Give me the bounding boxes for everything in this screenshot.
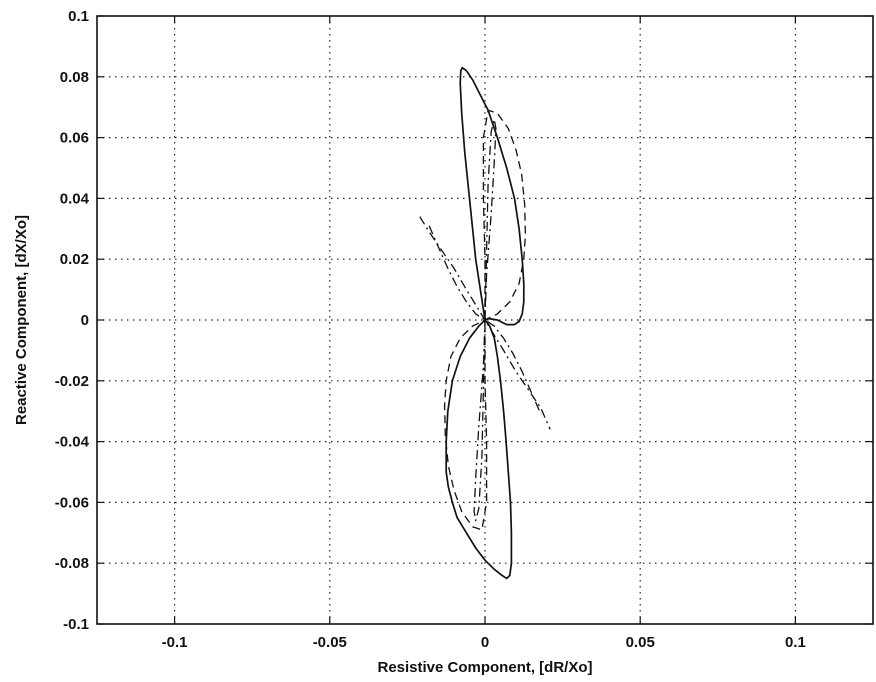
- x-axis-label: Resistive Component, [dR/Xo]: [377, 659, 592, 676]
- series-dash-dot-curve-4: [428, 225, 542, 415]
- x-tick-labels: -0.1 -0.05 0 0.05 0.1: [162, 634, 806, 651]
- y-tick-labels: -0.1 -0.08 -0.06 -0.04 -0.02 0 0.02 0.04 0.06 0.0…: [55, 8, 90, 633]
- x-tick-label: 0.05: [626, 634, 655, 651]
- series-group: [419, 66, 551, 580]
- y-tick-label: 0.08: [60, 69, 89, 86]
- y-tick-label: 0.02: [60, 251, 89, 268]
- y-axis-label: Reactive Component, [dX/Xo]: [13, 215, 30, 425]
- x-tick-label: -0.1: [162, 634, 188, 651]
- y-tick-label: -0.02: [55, 373, 89, 390]
- series-solid-curve-1: [445, 66, 525, 580]
- tick-marks: [97, 15, 873, 625]
- y-tick-label: 0.1: [68, 8, 89, 25]
- y-tick-label: 0.04: [60, 190, 90, 207]
- y-tick-label: -0.1: [63, 616, 89, 633]
- series-dash-dot-curve-5: [473, 118, 497, 522]
- x-tick-label: 0: [481, 634, 489, 651]
- y-tick-label: 0.06: [60, 130, 89, 147]
- y-tick-label: -0.06: [55, 494, 89, 511]
- y-tick-label: -0.08: [55, 555, 89, 572]
- x-tick-label: -0.05: [313, 634, 347, 651]
- x-tick-label: 0.1: [785, 634, 806, 651]
- y-tick-label: -0.04: [55, 434, 90, 451]
- y-tick-label: 0: [81, 312, 89, 329]
